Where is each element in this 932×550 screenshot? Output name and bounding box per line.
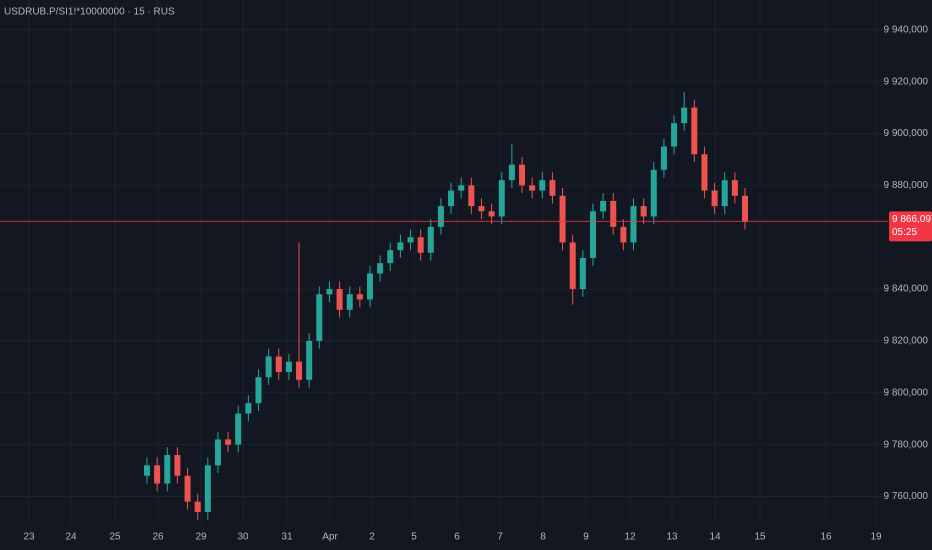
last-price-label: 9 866,097: [892, 214, 932, 225]
candle-body: [731, 180, 738, 196]
candle-body: [589, 211, 596, 258]
countdown: 05:25: [892, 227, 917, 238]
candle-body: [650, 169, 657, 217]
candle-body: [478, 206, 485, 212]
candle-body: [559, 195, 566, 243]
candle-body: [448, 190, 455, 207]
x-tick-label: 30: [237, 532, 249, 543]
candle-body: [660, 146, 667, 170]
chart-title: USDRUB.P/SI1!*10000000 · 15 · RUS: [4, 7, 175, 18]
candle-body: [225, 439, 232, 445]
x-tick-label: 9: [583, 532, 589, 543]
x-tick-label: Apr: [322, 532, 338, 543]
x-tick-label: 24: [65, 532, 77, 543]
candles: [0, 92, 888, 520]
x-tick-label: 25: [109, 532, 121, 543]
candle-body: [154, 465, 161, 484]
candle-body: [356, 294, 363, 300]
candle-body: [458, 185, 465, 191]
grid: [0, 0, 888, 525]
candle-body: [569, 242, 576, 290]
candle-body: [296, 361, 303, 380]
x-tick-label: 16: [820, 532, 832, 543]
candle-body: [326, 289, 333, 295]
x-tick-label: 2: [369, 532, 375, 543]
axes: 9 760,000 9 780,000 9 800,000 9 820,000 9 84…: [23, 24, 932, 543]
candle-body: [214, 439, 221, 466]
x-tick-label: 6: [454, 532, 460, 543]
candle-body: [255, 377, 262, 404]
y-tick-label: 9 940,000: [884, 24, 929, 35]
candle-body: [285, 361, 292, 373]
candle-body: [235, 413, 242, 445]
x-tick-label: 29: [195, 532, 207, 543]
y-tick-label: 9 780,000: [884, 439, 929, 450]
candle-body: [671, 123, 678, 147]
candle-body: [407, 237, 414, 243]
candle-body: [468, 185, 475, 207]
candle-body: [600, 200, 607, 212]
candle-body: [194, 501, 201, 513]
candle-body: [539, 180, 546, 191]
candle-body: [519, 164, 526, 186]
candle-body: [316, 294, 323, 341]
candle-body: [549, 180, 556, 196]
candle-body: [387, 250, 394, 264]
candle-body: [366, 273, 373, 300]
candle-body: [620, 226, 627, 243]
y-tick-label: 9 900,000: [884, 128, 929, 139]
candle-body: [346, 294, 353, 310]
x-tick-label: 14: [709, 532, 721, 543]
candle-body: [397, 242, 404, 251]
y-tick-label: 9 920,000: [884, 76, 929, 87]
last-price-box: [889, 211, 932, 242]
candle-body: [529, 185, 536, 191]
x-tick-label: 26: [152, 532, 164, 543]
candle-body: [174, 455, 181, 476]
candle-body: [184, 475, 191, 502]
candle-body: [498, 180, 505, 217]
candle-body: [417, 237, 424, 253]
x-tick-label: 8: [540, 532, 546, 543]
x-tick-label: 19: [870, 532, 882, 543]
candle-body: [204, 465, 211, 513]
candle-body: [508, 164, 515, 181]
x-tick-label: 12: [624, 532, 636, 543]
candle-body: [691, 107, 698, 155]
x-tick-label: 5: [411, 532, 417, 543]
y-tick-label: 9 800,000: [884, 387, 929, 398]
x-tick-label: 23: [23, 532, 35, 543]
candle-body: [742, 195, 748, 222]
candle-body: [336, 289, 343, 310]
candle-body: [610, 200, 617, 227]
candle-body: [144, 465, 150, 476]
candle-body: [427, 226, 434, 253]
candle-body: [579, 257, 586, 290]
x-tick-label: 15: [754, 532, 766, 543]
x-tick-label: 31: [281, 532, 293, 543]
x-tick-label: 13: [666, 532, 678, 543]
candle-body: [711, 190, 718, 207]
candle-body: [265, 356, 272, 378]
candle-body: [681, 107, 688, 124]
candle-body: [306, 340, 313, 380]
candle-body: [437, 206, 444, 227]
candle-body: [721, 180, 728, 207]
y-tick-label: 9 820,000: [884, 336, 929, 347]
y-tick-label: 9 880,000: [884, 180, 929, 191]
candle-body: [377, 263, 384, 274]
y-tick-label: 9 840,000: [884, 284, 929, 295]
candle-body: [164, 455, 171, 484]
candle-body: [245, 403, 252, 414]
x-tick-label: 7: [497, 532, 503, 543]
candle-body: [640, 206, 647, 217]
candle-body: [488, 211, 495, 217]
candle-body: [630, 206, 637, 243]
candle-body: [275, 356, 282, 373]
y-tick-label: 9 760,000: [884, 491, 929, 502]
candle-body: [701, 154, 708, 191]
